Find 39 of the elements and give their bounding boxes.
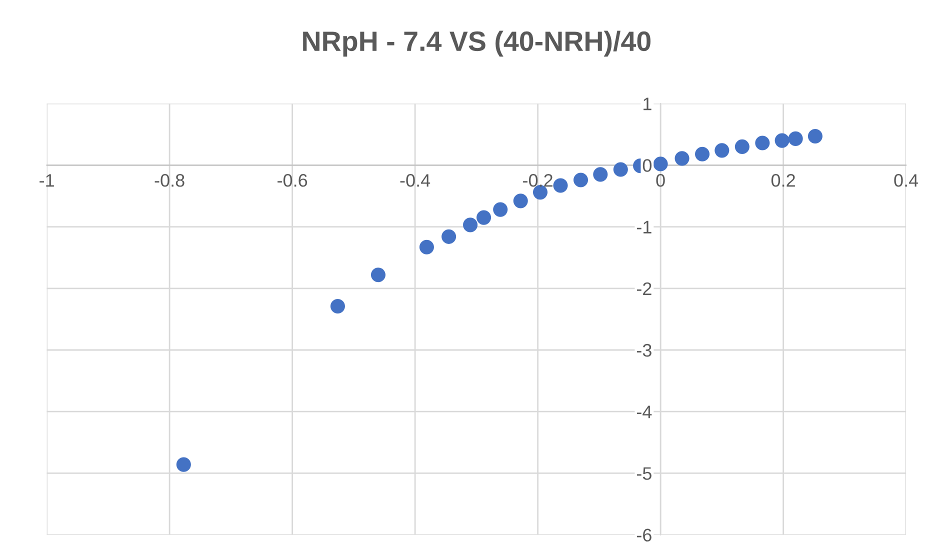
point xyxy=(370,268,386,282)
x-tick-label: 0.4 xyxy=(894,174,918,187)
point xyxy=(593,167,608,182)
point xyxy=(653,156,668,172)
x-tick-label: -0.6 xyxy=(278,174,308,187)
y-tick-label: -5 xyxy=(636,467,652,480)
y-tick-label: 1 xyxy=(644,98,652,110)
point xyxy=(419,240,434,254)
point xyxy=(513,194,528,208)
point xyxy=(463,218,478,232)
point xyxy=(695,146,710,162)
point xyxy=(330,298,345,314)
y-tick-label: -3 xyxy=(636,344,652,357)
point xyxy=(808,128,822,144)
x-tick-label: 0 xyxy=(656,174,665,187)
y-tick-label: 0 xyxy=(642,159,652,172)
point xyxy=(774,133,790,148)
point xyxy=(674,151,690,166)
point xyxy=(734,139,750,154)
point xyxy=(788,131,803,146)
x-tick-label: -0.2 xyxy=(523,174,552,187)
point xyxy=(714,143,730,158)
y-tick-label: -1 xyxy=(636,220,652,234)
x-tick-label: -1 xyxy=(40,174,54,187)
y-tick-label: -4 xyxy=(636,406,652,418)
point xyxy=(476,210,492,225)
x-tick-label: -0.8 xyxy=(154,174,184,187)
chart-title: NRpH - 7.4 VS (40-NRH)/40 xyxy=(303,30,650,57)
point xyxy=(573,172,588,188)
point xyxy=(755,136,770,150)
point xyxy=(613,162,628,177)
y-tick-label: -6 xyxy=(636,528,652,542)
x-tick-label: 0.2 xyxy=(771,174,795,187)
point xyxy=(553,178,568,193)
y-tick-label: -2 xyxy=(636,282,652,295)
point xyxy=(493,202,508,217)
point xyxy=(442,229,456,244)
point xyxy=(176,457,191,472)
x-tick-label: -0.4 xyxy=(400,174,430,187)
